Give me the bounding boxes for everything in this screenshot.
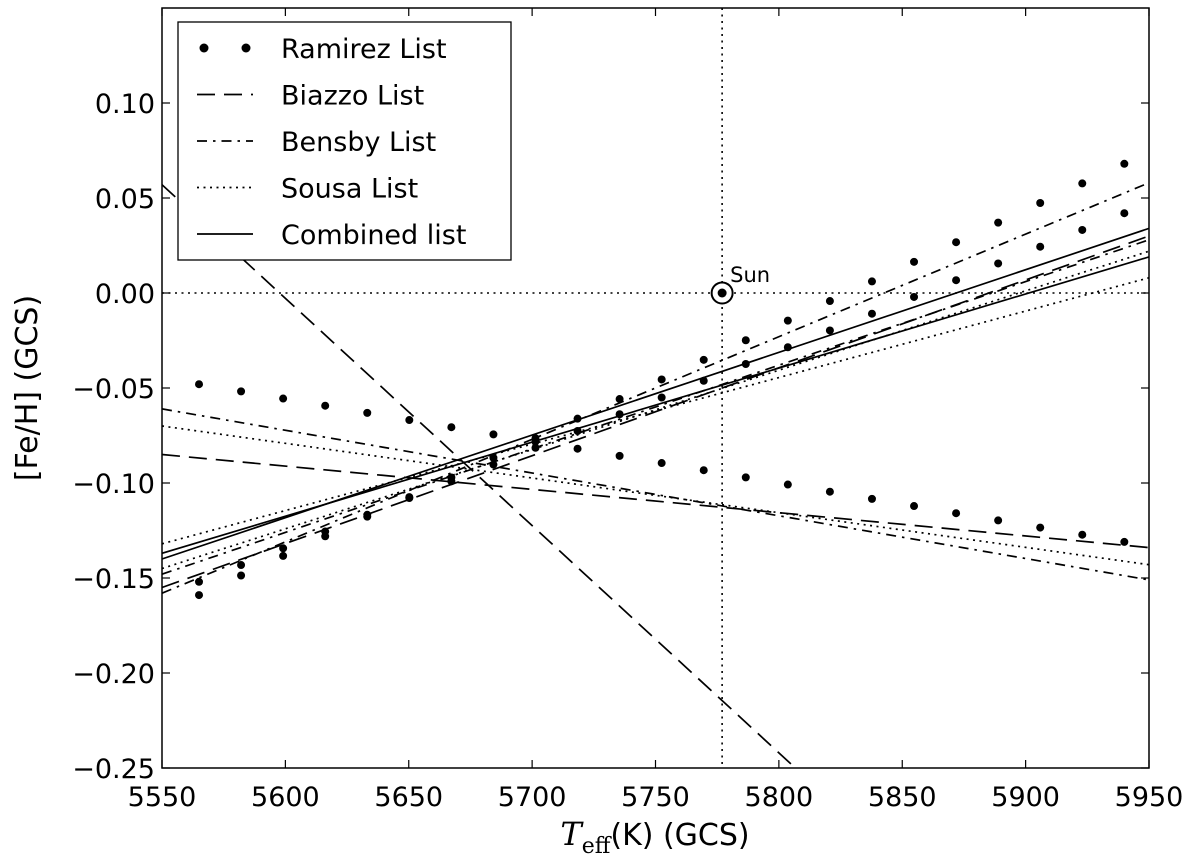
ramirez-list-point — [657, 375, 666, 384]
sousa-list-line — [162, 276, 1149, 545]
x-tick-label: 5850 — [868, 782, 937, 813]
ramirez-list-point — [825, 297, 834, 306]
y-axis-label: [Fe/H] (GCS) — [10, 295, 45, 481]
bensby-list-line — [162, 408, 1149, 581]
sun-label: Sun — [730, 263, 770, 287]
ramirez-list-point — [867, 309, 876, 318]
legend-swatch-ramirez-list — [199, 43, 209, 53]
ramirez-list-point — [237, 387, 246, 396]
ramirez-list-point — [405, 416, 414, 425]
ramirez-list-point — [489, 430, 498, 439]
ramirez-list-point — [363, 408, 372, 417]
ramirez-list-point — [1036, 523, 1045, 532]
ramirez-list-point — [657, 393, 666, 402]
ramirez-list-point — [994, 516, 1003, 525]
y-tick-label: 0.05 — [95, 184, 155, 215]
ramirez-list-point — [783, 316, 792, 325]
x-tick-label: 5750 — [621, 782, 690, 813]
biazzo-list-line — [162, 184, 792, 765]
ramirez-list-point — [195, 577, 204, 586]
ramirez-list-point — [741, 473, 750, 482]
x-tick-label: 5800 — [745, 782, 814, 813]
ramirez-list-point — [1078, 225, 1087, 234]
ramirez-list-point — [825, 487, 834, 496]
legend-swatch-ramirez-list — [241, 43, 251, 53]
y-tick-label: 0.10 — [95, 89, 155, 120]
ramirez-list-point — [867, 277, 876, 286]
ramirez-list-point — [952, 238, 961, 247]
x-tick-label: 5600 — [251, 782, 320, 813]
y-tick-label: −0.15 — [72, 564, 155, 595]
sun-marker-dot — [717, 288, 727, 298]
ramirez-list-point — [994, 218, 1003, 227]
ramirez-list-point — [1078, 530, 1087, 539]
x-tick-label: 5900 — [991, 782, 1060, 813]
y-tick-label: −0.20 — [72, 659, 155, 690]
ramirez-list-point — [489, 453, 498, 462]
ramirez-list-point — [1036, 242, 1045, 251]
x-tick-label: 5550 — [128, 782, 197, 813]
ramirez-list-point — [825, 326, 834, 335]
ramirez-list-point — [1120, 537, 1129, 546]
ramirez-list-point — [741, 336, 750, 345]
legend-box — [177, 21, 512, 261]
y-tick-label: −0.25 — [72, 754, 155, 785]
bensby-list-line — [162, 238, 1149, 576]
x-axis-label: Teff(K) (GCS) — [560, 815, 749, 859]
ramirez-list-point — [1120, 209, 1129, 218]
ramirez-list-point — [573, 444, 582, 453]
x-tick-label: 5950 — [1115, 782, 1184, 813]
ramirez-list-point — [699, 466, 708, 475]
ramirez-list-point — [952, 509, 961, 518]
ramirez-list-point — [699, 355, 708, 364]
x-tick-label: 5700 — [498, 782, 567, 813]
ramirez-list-point — [195, 591, 204, 600]
x-tick-label: 5650 — [374, 782, 443, 813]
ramirez-list-point — [1120, 159, 1129, 168]
ramirez-list-point — [321, 401, 330, 410]
legend-label-ramirez-list: Ramirez List — [281, 34, 447, 65]
ramirez-list-point — [657, 459, 666, 468]
ramirez-list-point — [237, 561, 246, 570]
ramirez-list-point — [783, 480, 792, 489]
ramirez-list-point — [321, 532, 330, 541]
ramirez-list-point — [952, 276, 961, 285]
ramirez-list-point — [910, 257, 919, 266]
biazzo-list-line — [162, 235, 1149, 589]
y-tick-label: −0.05 — [72, 374, 155, 405]
combined-list-line — [162, 256, 1149, 555]
ramirez-list-point — [447, 423, 456, 432]
ramirez-list-point — [615, 395, 624, 404]
legend-label-biazzo-list: Biazzo List — [281, 81, 424, 112]
ramirez-list-point — [867, 494, 876, 503]
legend-label-combined-list: Combined list — [281, 220, 466, 251]
ramirez-list-point — [910, 292, 919, 301]
legend-label-bensby-list: Bensby List — [281, 127, 436, 158]
ramirez-list-point — [1078, 179, 1087, 188]
bensby-list-line — [162, 182, 1149, 594]
y-tick-label: 0.00 — [95, 279, 155, 310]
ramirez-list-point — [279, 544, 288, 553]
ramirez-list-point — [237, 571, 246, 580]
ramirez-list-point — [405, 493, 414, 502]
ramirez-list-point — [910, 502, 919, 511]
ramirez-list-point — [615, 451, 624, 460]
y-tick-label: −0.10 — [72, 469, 155, 500]
ramirez-list-point — [195, 380, 204, 389]
ramirez-list-point — [279, 394, 288, 403]
legend-label-sousa-list: Sousa List — [281, 174, 418, 205]
ramirez-list-point — [1036, 199, 1045, 208]
ramirez-list-point — [994, 259, 1003, 268]
biazzo-list-line — [162, 453, 1149, 549]
ramirez-list-point — [279, 551, 288, 560]
ramirez-list-point — [363, 512, 372, 521]
